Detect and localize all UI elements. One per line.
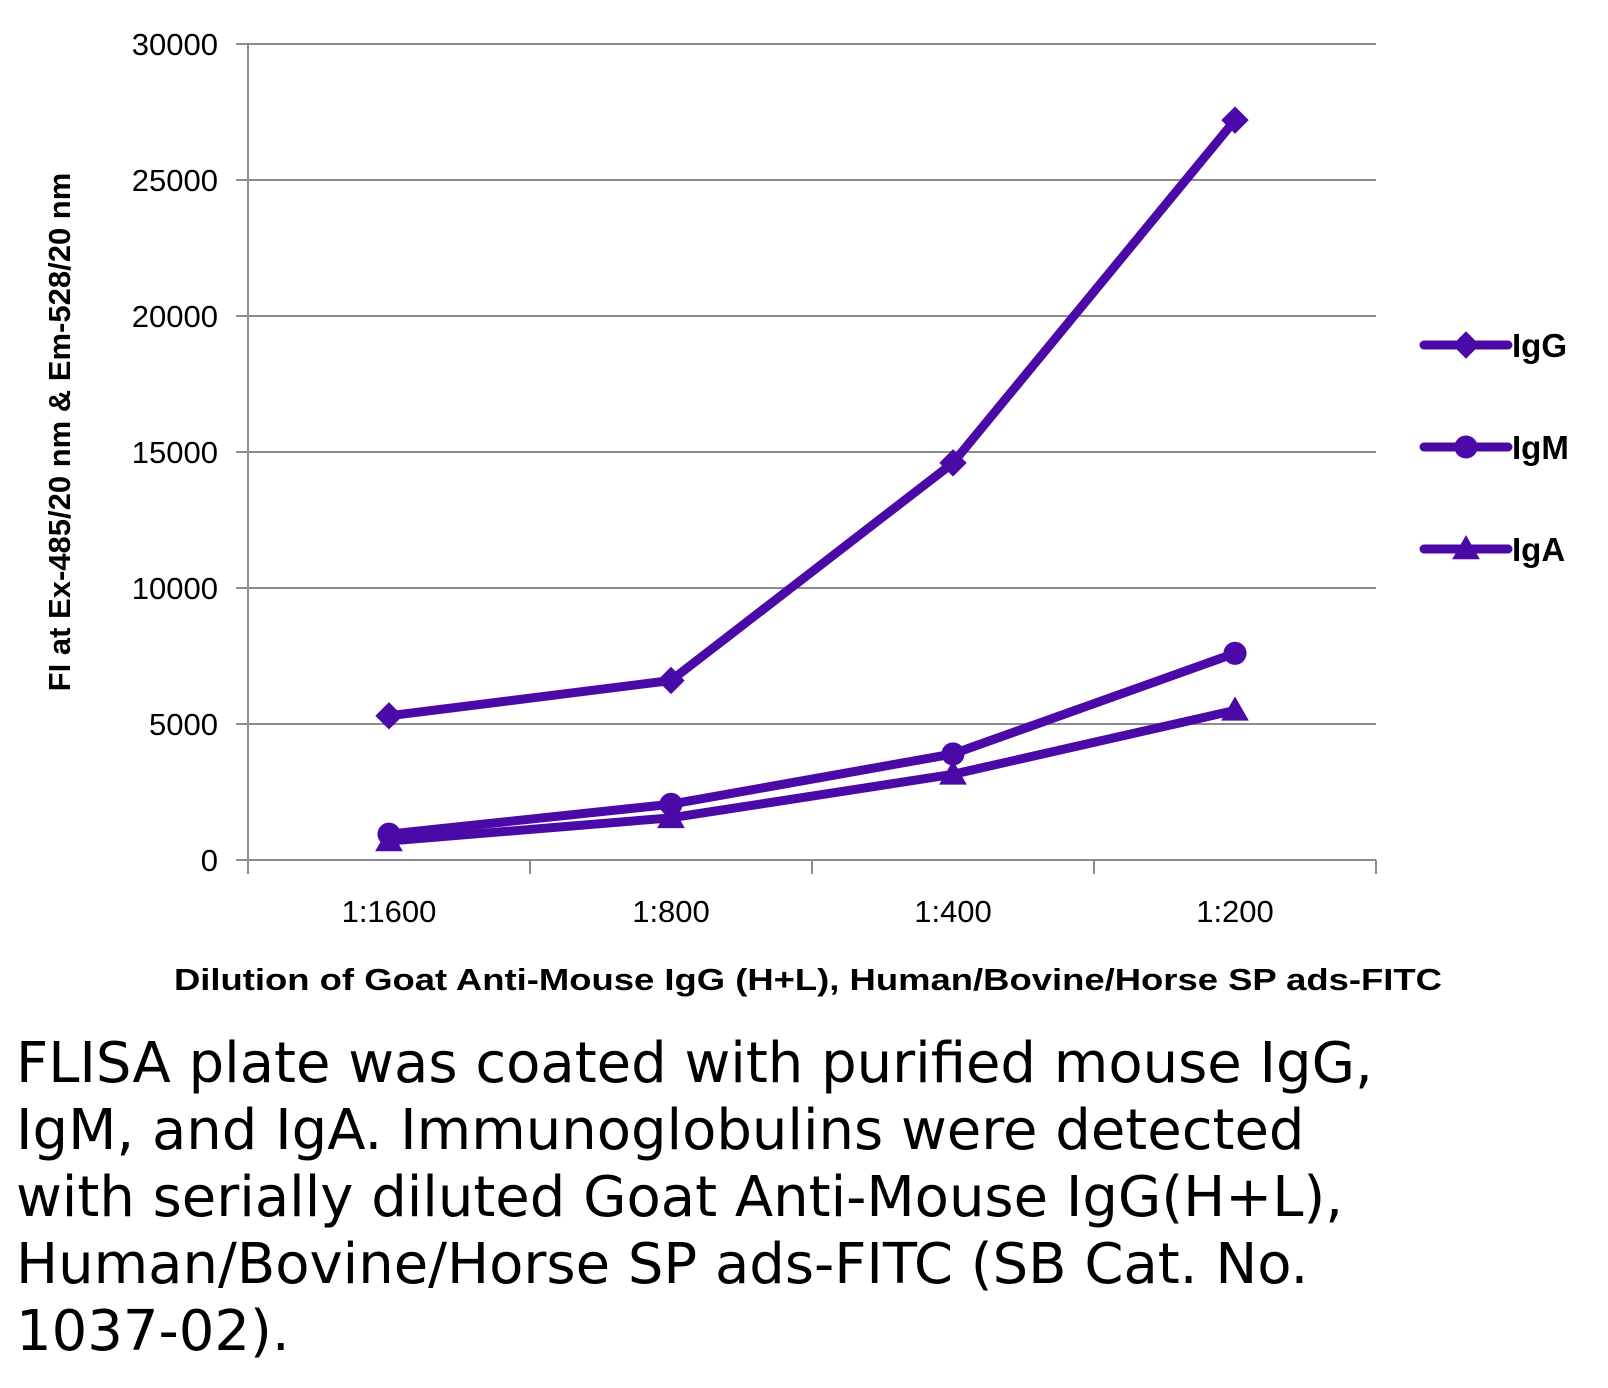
x-tick-label: 1:400 [914,894,992,929]
legend-marker [1452,331,1480,359]
legend-marker [1454,435,1478,459]
data-point [657,803,685,829]
data-point [657,666,685,695]
legend-item-iga: IgA [1419,531,1565,568]
legend: IgG IgM IgA [1419,327,1569,568]
data-point [1221,106,1249,134]
x-tick-label: 1:200 [1196,894,1274,929]
series-line [384,115,1240,721]
figure-caption: FLISA plate was coated with purified mou… [16,1031,1373,1364]
data-point [375,702,403,730]
legend-item-igm: IgM [1419,429,1569,466]
data-point [375,826,403,852]
legend-marker [1452,534,1480,560]
data-point [1223,641,1247,665]
series-group [375,106,1249,852]
series-line [384,705,1240,846]
legend-item-igg: IgG [1419,327,1567,364]
legend-label: IgA [1512,531,1565,568]
legend-label: IgM [1512,429,1569,466]
y-tick-label: 0 [201,843,218,878]
y-tick-label: 25000 [132,163,218,198]
x-tick-label: 1:800 [632,894,710,929]
series-iga [375,696,1249,852]
line-chart: 0 5000 10000 15000 20000 25000 30000 1:1600 1:80… [42,27,1569,997]
gridlines [248,43,1376,725]
y-tick-label: 30000 [132,27,218,62]
x-tick-label: 1:1600 [342,894,437,929]
y-tick-label: 10000 [132,571,218,606]
series-igm [377,641,1247,846]
data-point [939,760,967,785]
axes: 0 5000 10000 15000 20000 25000 30000 1:1600 1:80… [132,27,1377,929]
y-tick-label: 5000 [149,707,218,742]
series-igg [375,106,1249,730]
data-point [1221,696,1249,721]
y-tick-label: 15000 [132,435,218,470]
x-axis-title: Dilution of Goat Anti-Mouse IgG (H+L), H… [174,962,1442,997]
y-tick-label: 20000 [132,299,218,334]
data-point [939,449,967,477]
series-line [384,648,1240,839]
legend-label: IgG [1512,327,1567,364]
y-axis-title: FI at Ex-485/20 nm & Em-528/20 nm [42,173,77,692]
